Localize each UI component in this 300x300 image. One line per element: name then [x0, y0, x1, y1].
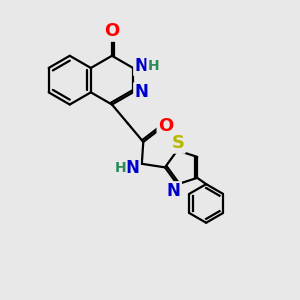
Text: H: H — [115, 161, 126, 175]
Text: S: S — [171, 134, 184, 152]
Text: H: H — [148, 59, 159, 73]
Text: O: O — [104, 22, 120, 40]
Text: N: N — [134, 83, 148, 101]
Text: N: N — [125, 159, 139, 177]
Text: N: N — [167, 182, 181, 200]
Text: O: O — [158, 117, 173, 135]
Text: N: N — [134, 57, 148, 75]
